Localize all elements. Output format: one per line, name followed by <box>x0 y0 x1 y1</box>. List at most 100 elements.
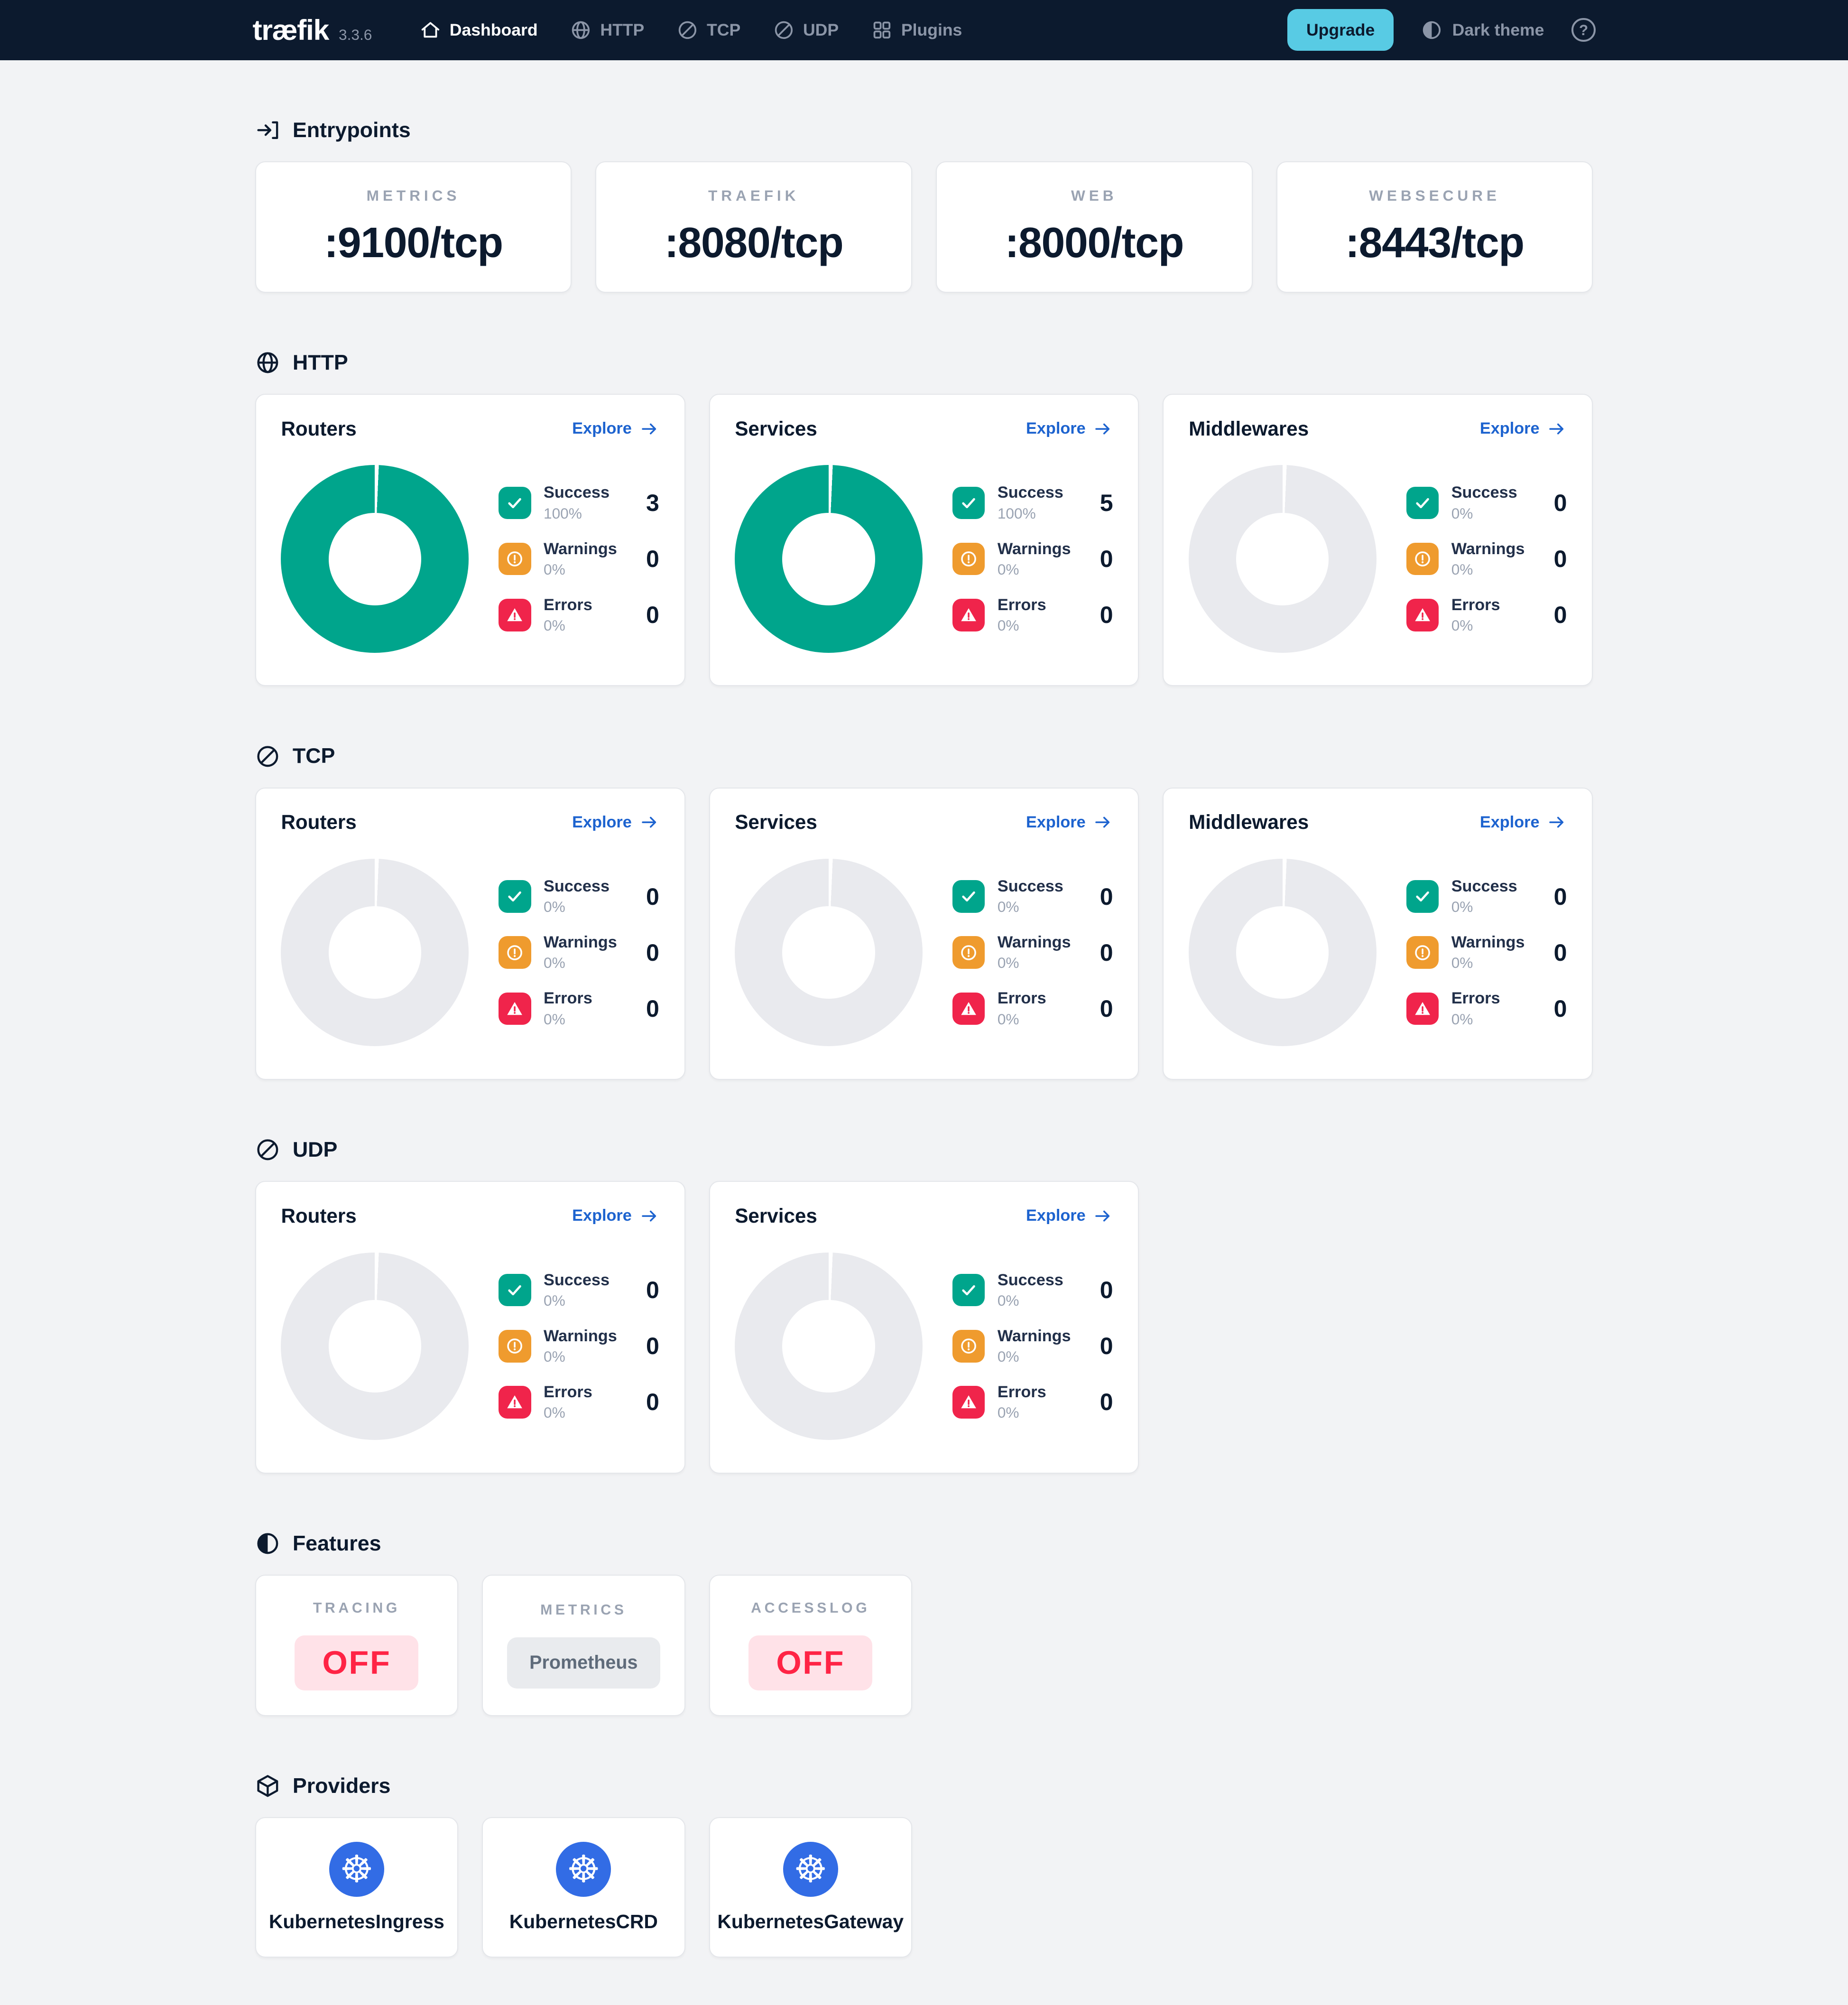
donut-chart <box>1189 859 1377 1047</box>
card-title: Services <box>735 1204 817 1227</box>
legend: Success 0% 0 Warnings 0% 0 Errors 0% <box>952 877 1113 1028</box>
legend-row-success: Success 0% 0 <box>1406 877 1567 916</box>
section-title: Providers <box>292 1773 391 1798</box>
legend-row-success: Success 0% 0 <box>1406 483 1567 522</box>
udp-routers-card: Routers Explore Success 0% 0 <box>255 1181 685 1474</box>
theme-label: Dark theme <box>1452 20 1544 39</box>
nav-item-plugins[interactable]: Plugins <box>871 19 962 41</box>
warning-icon <box>1406 936 1439 969</box>
help-button[interactable]: ? <box>1571 18 1596 42</box>
nav-item-tcp[interactable]: TCP <box>677 19 740 41</box>
explore-link[interactable]: Explore <box>572 419 659 439</box>
legend-row-warnings: Warnings 0% 0 <box>1406 540 1567 578</box>
section-title: UDP <box>292 1138 338 1162</box>
warning-icon <box>499 1330 531 1363</box>
legend: Success 0% 0 Warnings 0% 0 Errors 0% <box>1406 483 1567 634</box>
legend-row-warnings: Warnings 0% 0 <box>499 1327 659 1365</box>
theme-toggle[interactable]: Dark theme <box>1421 19 1544 41</box>
legend-row-errors: Errors 0% 0 <box>952 1383 1113 1421</box>
explore-link[interactable]: Explore <box>572 1206 659 1226</box>
legend-label: Errors <box>997 989 1046 1008</box>
legend-value: 0 <box>646 1389 659 1416</box>
nav-item-http[interactable]: HTTP <box>570 19 644 41</box>
legend-value: 0 <box>646 1277 659 1304</box>
http-middlewares-card: Middlewares Explore Success 0% 0 <box>1163 394 1593 687</box>
legend-pct: 0% <box>997 1404 1019 1421</box>
arrow-right-icon <box>1095 817 1110 828</box>
legend-label: Errors <box>543 1383 592 1401</box>
legend: Success 100% 3 Warnings 0% 0 Errors 0% <box>499 483 659 634</box>
upgrade-button[interactable]: Upgrade <box>1287 9 1394 51</box>
legend-row-errors: Errors 0% 0 <box>499 596 659 634</box>
dashboard-content: Entrypoints METRICS :9100/tcp TRAEFIK :8… <box>255 118 1593 2005</box>
success-icon <box>499 486 531 520</box>
legend-row-errors: Errors 0% 0 <box>952 989 1113 1028</box>
error-icon <box>499 1386 531 1419</box>
card-title: Middlewares <box>1189 417 1309 440</box>
card-title: Services <box>735 417 817 440</box>
legend-row-errors: Errors 0% 0 <box>1406 596 1567 634</box>
card-title: Services <box>735 811 817 834</box>
legend-row-warnings: Warnings 0% 0 <box>499 540 659 578</box>
donut-chart <box>735 1252 923 1440</box>
nav-item-dashboard[interactable]: Dashboard <box>420 19 538 41</box>
legend-label: Errors <box>997 595 1046 614</box>
arrow-right-icon <box>641 817 656 828</box>
explore-link[interactable]: Explore <box>1480 812 1567 832</box>
donut-chart <box>281 1252 469 1440</box>
error-icon <box>499 992 531 1025</box>
legend-value: 0 <box>646 1333 659 1360</box>
explore-link[interactable]: Explore <box>1026 419 1113 439</box>
legend-value: 0 <box>1100 1277 1113 1304</box>
tcp-routers-card: Routers Explore Success 0% 0 <box>255 787 685 1080</box>
legend-pct: 0% <box>543 1291 565 1309</box>
legend-pct: 0% <box>543 1404 565 1421</box>
http-routers-card: Routers Explore Success 100% 3 <box>255 394 685 687</box>
explore-link[interactable]: Explore <box>572 812 659 832</box>
legend-row-success: Success 0% 0 <box>952 877 1113 916</box>
explore-link[interactable]: Explore <box>1480 419 1567 439</box>
legend-label: Success <box>543 877 610 895</box>
arrow-right-icon <box>1095 423 1110 435</box>
legend: Success 0% 0 Warnings 0% 0 Errors 0% <box>499 1271 659 1422</box>
http-services-card: Services Explore Success 100% 5 <box>709 394 1139 687</box>
legend-pct: 100% <box>997 504 1036 522</box>
entrypoint-name: WEBSECURE <box>1369 186 1500 204</box>
explore-label: Explore <box>1026 813 1086 831</box>
explore-link[interactable]: Explore <box>1026 812 1113 832</box>
legend: Success 0% 0 Warnings 0% 0 Errors 0% <box>499 877 659 1028</box>
card-title: Routers <box>281 811 357 834</box>
legend-label: Warnings <box>1451 933 1525 952</box>
legend-value: 0 <box>646 602 659 629</box>
provider-name: KubernetesCRD <box>509 1910 658 1932</box>
legend-value: 0 <box>1100 546 1113 573</box>
legend-label: Success <box>543 1271 610 1289</box>
provider-card-kubernetes-ingress: ☸ KubernetesIngress <box>255 1817 459 1958</box>
explore-label: Explore <box>572 813 632 831</box>
legend-value: 0 <box>1100 602 1113 629</box>
legend-value: 0 <box>1100 995 1113 1022</box>
legend-pct: 0% <box>543 560 565 578</box>
plugins-icon <box>873 21 890 38</box>
legend-row-errors: Errors 0% 0 <box>952 596 1113 634</box>
legend-row-warnings: Warnings 0% 0 <box>499 933 659 972</box>
circle-slash-icon <box>257 746 278 767</box>
success-icon <box>499 1273 531 1307</box>
entrypoint-card-web: WEB :8000/tcp <box>936 161 1253 293</box>
legend-row-errors: Errors 0% 0 <box>499 989 659 1028</box>
success-icon <box>1406 880 1439 913</box>
legend-label: Errors <box>543 595 592 614</box>
legend-label: Success <box>1451 483 1517 502</box>
error-icon <box>1406 992 1439 1025</box>
donut-chart <box>281 859 469 1047</box>
legend-label: Success <box>997 1271 1063 1289</box>
section-http: HTTP Routers Explore <box>255 350 1593 687</box>
tcp-middlewares-card: Middlewares Explore Success 0% 0 <box>1163 787 1593 1080</box>
feature-status: OFF <box>748 1635 873 1690</box>
legend-label: Success <box>543 483 610 502</box>
nav-label: Plugins <box>901 20 962 39</box>
error-icon <box>952 1386 985 1419</box>
explore-link[interactable]: Explore <box>1026 1206 1113 1226</box>
traefik-logo[interactable]: træfik 3.3.6 <box>252 13 372 46</box>
nav-item-udp[interactable]: UDP <box>773 19 839 41</box>
